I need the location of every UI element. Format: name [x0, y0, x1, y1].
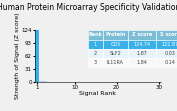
FancyBboxPatch shape [103, 49, 128, 58]
FancyBboxPatch shape [156, 40, 177, 49]
Text: 0.03: 0.03 [164, 51, 175, 56]
Text: 1.87: 1.87 [136, 51, 147, 56]
FancyBboxPatch shape [156, 58, 177, 67]
FancyBboxPatch shape [88, 30, 103, 40]
Text: 124.74: 124.74 [133, 42, 150, 47]
Text: CD5: CD5 [110, 42, 121, 47]
Y-axis label: Strength of Signal (Z score): Strength of Signal (Z score) [15, 13, 20, 99]
FancyBboxPatch shape [103, 30, 128, 40]
Text: 3: 3 [94, 60, 97, 65]
Text: 122.87: 122.87 [161, 42, 177, 47]
Bar [35, 30, 39, 82]
Text: Protein: Protein [105, 32, 125, 37]
FancyBboxPatch shape [103, 58, 128, 67]
Text: 1.84: 1.84 [136, 60, 147, 65]
Text: Rank: Rank [88, 32, 102, 37]
Text: 0.14: 0.14 [164, 60, 175, 65]
Text: S score: S score [159, 32, 177, 37]
Text: 1: 1 [94, 42, 97, 47]
Bar [43, 81, 47, 82]
Text: SLF2: SLF2 [110, 51, 121, 56]
FancyBboxPatch shape [88, 49, 103, 58]
Text: Human Protein Microarray Specificity Validation: Human Protein Microarray Specificity Val… [0, 3, 177, 12]
X-axis label: Signal Rank: Signal Rank [79, 91, 116, 96]
FancyBboxPatch shape [156, 49, 177, 58]
FancyBboxPatch shape [88, 40, 103, 49]
FancyBboxPatch shape [88, 58, 103, 67]
FancyBboxPatch shape [103, 40, 128, 49]
Text: IL11RA: IL11RA [107, 60, 124, 65]
FancyBboxPatch shape [128, 40, 156, 49]
FancyBboxPatch shape [128, 58, 156, 67]
FancyBboxPatch shape [156, 30, 177, 40]
Text: Z score: Z score [132, 32, 152, 37]
FancyBboxPatch shape [128, 30, 156, 40]
Text: 2: 2 [94, 51, 97, 56]
Bar [39, 81, 43, 82]
FancyBboxPatch shape [128, 49, 156, 58]
